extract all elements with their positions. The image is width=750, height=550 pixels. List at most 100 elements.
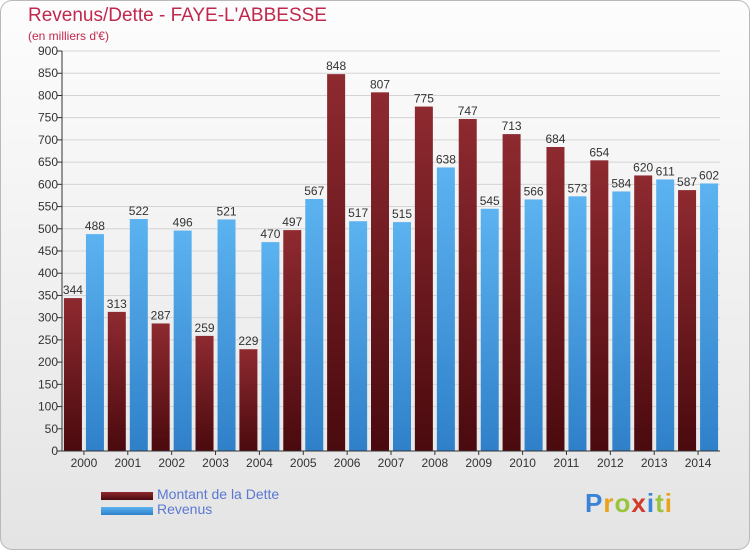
y-tick-label: 900 [38,44,58,58]
proxiti-logo: Proxiti [585,488,673,519]
dette-bar-label: 713 [502,119,522,133]
logo-letter: r [603,488,615,518]
dette-bar [502,134,521,451]
revenus-bar [436,167,455,451]
legend-label-revenus: Revenus [157,501,213,517]
revenus-bar [173,230,192,451]
x-tick-label: 2012 [597,456,624,470]
revenus-bar-label: 566 [524,184,544,198]
dette-bar-label: 587 [677,175,697,189]
logo-letter: i [664,488,673,518]
dette-bar-label: 684 [545,132,565,146]
revenus-bar-label: 638 [436,152,456,166]
dette-bar [371,92,389,451]
dette-bar [239,349,258,451]
dette-bar [590,160,609,452]
revenus-bar [305,199,324,451]
revenus-bar [612,191,631,451]
dette-bar [63,298,82,451]
dette-bar [327,74,346,451]
y-tick-label: 450 [38,244,58,258]
revenus-bar [700,183,719,451]
y-tick-label: 650 [38,155,58,169]
x-tick-label: 2002 [158,456,185,470]
logo-letter: o [614,488,632,518]
dette-bar [458,119,477,451]
revenus-bar [568,196,587,451]
dette-bar-label: 313 [107,297,127,311]
x-tick-label: 2014 [685,456,712,470]
y-tick-label: 100 [38,400,58,414]
chart-title: Revenus/Dette - FAYE-L'ABBESSE [28,5,327,26]
dette-bar-label: 848 [326,59,346,73]
revenus-bar-label: 488 [85,219,105,233]
y-tick-label: 400 [38,266,58,280]
y-tick-label: 500 [38,222,58,236]
revenus-bar-label: 567 [304,184,324,198]
revenus-bar-label: 545 [480,194,500,208]
revenus-bar [261,242,280,451]
revenus-bar-label: 515 [392,207,412,221]
dette-bar-label: 287 [151,308,171,322]
y-tick-label: 600 [38,177,58,191]
y-tick-label: 800 [38,88,58,102]
bars [63,74,719,452]
y-tick-label: 200 [38,355,58,369]
revenus-bar [524,199,543,451]
x-tick-label: 2008 [422,456,449,470]
legend-label-dette: Montant de la Dette [157,486,280,502]
dette-bar [107,311,126,451]
axes: 0 50 100 150 200 250 300 350 400 450 500 550 600 650 7… [38,44,720,470]
y-tick-label: 700 [38,133,58,147]
dette-bar-label: 620 [633,160,653,174]
y-tick-label: 550 [38,200,58,214]
dette-bar-label: 654 [589,145,609,159]
x-tick-label: 2004 [246,456,273,470]
chart-subtitle: (en milliers d'€) [28,29,109,43]
x-tick-label: 2006 [334,456,361,470]
dette-bar-label: 259 [195,321,215,335]
revenus-bar [85,234,104,451]
x-tick-label: 2005 [290,456,317,470]
dette-bar [151,323,170,451]
revenus-bar [217,219,236,451]
revenus-bar-label: 517 [348,206,368,220]
revenus-bar-label: 611 [656,164,675,178]
dette-bar [678,190,697,451]
grid-lines [62,50,720,452]
y-tick-label: 350 [38,288,58,302]
revenus-bar [129,219,148,451]
logo-letter: i [646,488,656,518]
x-tick-label: 2000 [71,456,98,470]
x-tick-label: 2003 [202,456,229,470]
dette-bar-label: 344 [63,283,83,297]
revenus-bar-label: 522 [129,204,149,218]
revenus-bar-label: 470 [260,227,280,241]
revenus-bar-label: 573 [567,181,587,195]
x-tick-label: 2013 [641,456,668,470]
x-tick-label: 2011 [554,456,580,470]
revenus-bar-label: 584 [611,176,631,190]
revenus-bar-label: 521 [217,204,237,218]
revenus-bar [393,222,411,451]
revenus-bar-label: 602 [699,168,719,182]
y-tick-label: 50 [45,422,59,436]
dette-bar-label: 229 [238,334,258,348]
revenus-bar [656,179,675,451]
revenus-bar [349,221,368,451]
y-tick-label: 750 [38,111,58,125]
y-tick-label: 250 [38,333,58,347]
dette-bar-label: 497 [282,215,302,229]
x-tick-label: 2010 [509,456,536,470]
revenus-bar-label: 496 [173,216,193,230]
x-tick-label: 2007 [378,456,405,470]
x-tick-label: 2009 [465,456,492,470]
dette-bar [546,147,565,451]
logo-letter: t [655,488,665,518]
dette-bar [634,175,653,451]
legend-swatch-dette [101,492,153,500]
y-tick-label: 300 [38,311,58,325]
dette-bar [414,106,433,452]
